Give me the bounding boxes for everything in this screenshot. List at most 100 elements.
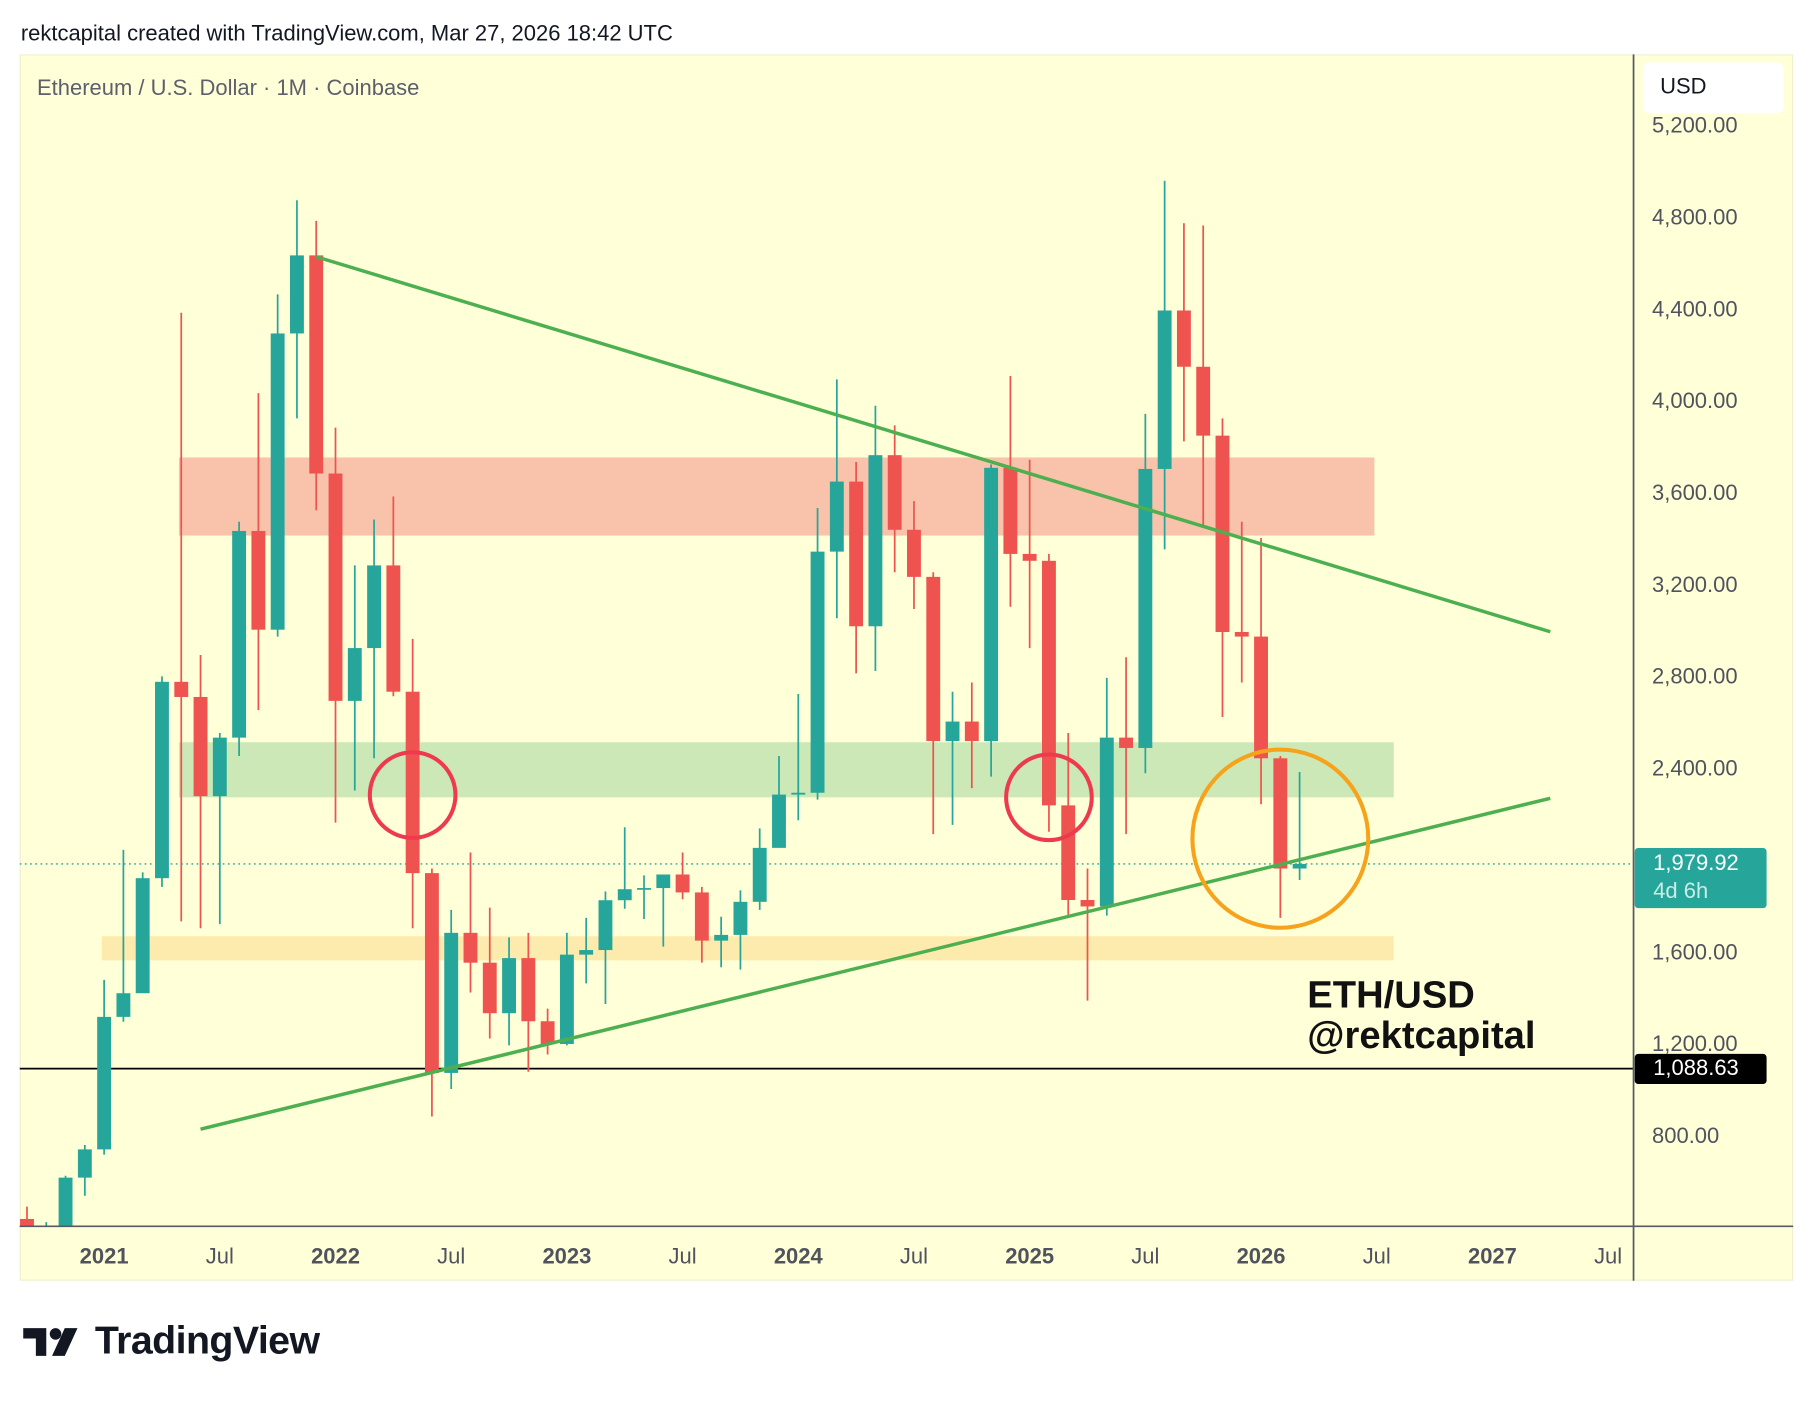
candle-2024-09 [945,691,960,825]
candle-body [656,874,671,889]
candle-2023-09 [714,916,729,968]
candle-2023-12 [772,756,786,848]
candle-2022-12 [540,1008,555,1055]
candle-body [270,333,285,630]
tradingview-logo-text: TradingView [94,1318,320,1363]
candle-body [1157,310,1172,469]
candle-body [347,648,362,701]
candle-body [290,255,304,334]
candle-2026-03 [1292,772,1307,881]
candle-body [20,1218,34,1227]
candle-body [964,721,979,742]
currency-selector[interactable]: USD [1642,62,1784,114]
circle-breakdown-2025 [1004,752,1094,843]
symbol-title: Ethereum / U.S. Dollar · 1M · Coinbase [37,76,420,101]
candle-body [752,847,767,902]
candle-body [39,1230,53,1236]
time-tick-label: Jul [1594,1243,1622,1268]
candle-2022-05 [405,638,420,929]
candle-2025-11 [1215,418,1230,717]
time-tick-label: 2023 [542,1243,591,1268]
candle-2021-08 [232,521,247,757]
candle-2021-12 [309,220,324,511]
time-tick-label: Jul [437,1243,465,1268]
candle-2023-02 [579,917,594,984]
price-tick-label: 1,600.00 [1652,939,1738,964]
candle-body [309,255,324,474]
candle-2025-10 [1196,225,1211,527]
candle-2022-03 [367,519,382,759]
candle-body [926,576,941,742]
candle-2024-12 [1003,375,1018,607]
candle-2021-04 [155,676,169,887]
candle-2021-01 [97,979,112,1155]
candle-2026-01 [1254,537,1268,805]
candle-body [714,934,729,941]
candle-body [116,993,131,1017]
candle-body [367,565,382,649]
candle-body [1003,467,1018,554]
candle-2023-08 [694,886,709,963]
candle-2025-04 [1080,868,1095,1001]
tradingview-logo[interactable]: TradingView [23,1318,320,1364]
candle-body [1119,737,1134,748]
candle-2024-04 [849,462,864,674]
candle-body [424,873,439,1073]
price-tick-label: 2,400.00 [1652,756,1738,781]
candle-body [810,551,825,793]
price-tick-label: 4,400.00 [1652,296,1738,321]
time-tick-label: 2021 [80,1243,129,1268]
candle-2020-10 [39,1222,53,1236]
candle-body [193,696,208,797]
candle-2021-10 [270,294,285,637]
candle-2021-11 [290,200,304,419]
plot-area [19,180,1634,1236]
candle-2024-03 [829,379,844,619]
candle-2025-05 [1099,677,1114,916]
candle-body [405,691,420,874]
price-tick-label: 3,600.00 [1652,480,1738,505]
candle-2020-12 [77,1145,92,1196]
candle-body [579,950,594,955]
candle-body [1022,553,1037,561]
time-tick-label: Jul [1131,1243,1159,1268]
time-tick-label: 2025 [1005,1243,1054,1268]
trendline-ascending [200,796,1551,1131]
candle-body [1234,631,1249,637]
candle-2024-02 [810,507,825,800]
zone-demand [101,936,1394,961]
price-tick-label: 800.00 [1652,1123,1719,1148]
candle-2022-04 [386,496,401,697]
price-tick-label: 5,200.00 [1652,113,1738,138]
candle-body [733,901,748,935]
candle-body [444,932,459,1073]
candle-body [1099,737,1114,907]
time-tick-label: 2027 [1468,1243,1517,1268]
chart-annotation: ETH/USD @rektcapital [1307,974,1535,1055]
candle-2025-02 [1042,553,1056,832]
candle-body [694,892,709,941]
candle-2021-09 [251,393,266,711]
candle-body [1273,758,1288,869]
candle-2026-02 [1273,756,1288,918]
candle-2021-03 [135,872,150,994]
candle-2022-06 [424,868,439,1117]
time-tick-label: Jul [1363,1243,1391,1268]
candle-2022-08 [463,852,478,993]
candle-2024-01 [791,694,806,821]
price-tick-label: 3,200.00 [1652,572,1738,597]
candle-2024-11 [984,464,999,777]
candle-body [1292,863,1307,869]
candle-body [772,794,786,848]
candle-2022-10 [502,937,516,1046]
candle-2023-06 [656,874,671,947]
candle-body [907,529,921,577]
candle-2024-06 [887,425,902,573]
price-tick-label: 1,200.00 [1652,1031,1738,1056]
candle-2024-10 [964,682,979,789]
candle-2024-08 [926,572,941,835]
time-tick-label: Jul [900,1243,928,1268]
candle-body [1042,560,1056,806]
candle-2023-11 [752,828,767,910]
